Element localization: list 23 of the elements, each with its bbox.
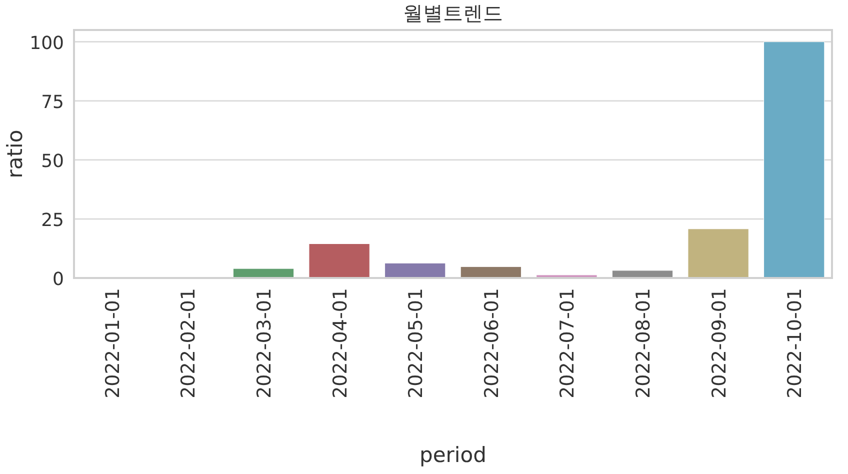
- x-tick-label: 2022-10-01: [784, 288, 806, 398]
- x-tick-label: 2022-08-01: [632, 288, 654, 398]
- bar: [308, 244, 370, 278]
- y-tick-label: 75: [41, 92, 64, 113]
- x-tick-label: 2022-04-01: [329, 288, 352, 398]
- y-tick-label: 25: [41, 210, 64, 231]
- chart-title: 월별트렌드: [403, 1, 503, 25]
- x-tick-label: 2022-09-01: [708, 288, 730, 398]
- y-tick-label: 100: [30, 32, 64, 54]
- x-tick-label: 2022-07-01: [556, 288, 579, 398]
- y-axis-title: ratio: [3, 130, 27, 178]
- y-tick-label: 50: [41, 150, 64, 172]
- x-axis-title: period: [420, 443, 486, 467]
- bar: [688, 228, 749, 278]
- x-tick-label: 2022-01-01: [102, 288, 124, 398]
- x-tick-label: 2022-05-01: [405, 288, 428, 398]
- x-tick-label: 2022-02-01: [178, 288, 200, 398]
- bar: [764, 42, 825, 278]
- x-tick-label: 2022-06-01: [480, 288, 503, 398]
- bar: [384, 262, 446, 278]
- x-tick-label: 2022-03-01: [254, 288, 276, 398]
- y-tick-label: 0: [52, 269, 64, 290]
- bar: [232, 268, 294, 278]
